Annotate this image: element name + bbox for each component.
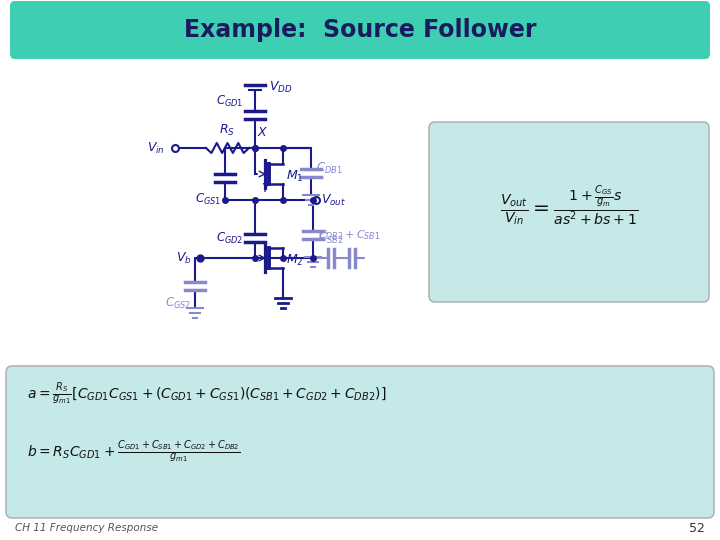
Text: $a = \frac{R_S}{g_{m1}}\left[C_{GD1}C_{GS1}+(C_{GD1}+C_{GS1})(C_{SB1}+C_{GD2}+C_: $a = \frac{R_S}{g_{m1}}\left[C_{GD1}C_{G…	[27, 381, 387, 407]
Text: $V_b$: $V_b$	[176, 251, 192, 266]
Text: $Y$: $Y$	[261, 182, 271, 195]
Text: $V_{DD}$: $V_{DD}$	[269, 79, 292, 94]
FancyBboxPatch shape	[6, 366, 714, 518]
Text: $C_{DB2}+C_{SB1}$: $C_{DB2}+C_{SB1}$	[318, 228, 380, 242]
Text: $b = R_S C_{GD1} + \frac{C_{GD1}+C_{SB1}+C_{GD2}+C_{DB2}}{g_{m1}}$: $b = R_S C_{GD1} + \frac{C_{GD1}+C_{SB1}…	[27, 438, 240, 465]
Text: Example:  Source Follower: Example: Source Follower	[184, 18, 536, 42]
Text: $M_2$: $M_2$	[286, 252, 303, 267]
Text: $C_{GD1}$: $C_{GD1}$	[215, 93, 243, 109]
Text: $C_{SB2}$: $C_{SB2}$	[318, 231, 343, 246]
Text: $X$: $X$	[257, 126, 269, 139]
Text: $C_{GS2}$: $C_{GS2}$	[165, 296, 191, 311]
Text: $V_{out}$: $V_{out}$	[321, 192, 346, 207]
Text: $\frac{V_{out}}{V_{in}} = \frac{1+\frac{C_{GS}}{g_m}s}{as^2+bs+1}$: $\frac{V_{out}}{V_{in}} = \frac{1+\frac{…	[500, 185, 638, 230]
Text: 52: 52	[689, 522, 705, 535]
FancyBboxPatch shape	[10, 1, 710, 59]
Text: $R_S$: $R_S$	[219, 123, 235, 138]
Text: CH 11 Frequency Response: CH 11 Frequency Response	[15, 523, 158, 533]
Text: $C_{DB1}$: $C_{DB1}$	[316, 160, 343, 176]
Text: $C_{GS1}$: $C_{GS1}$	[194, 192, 221, 207]
FancyBboxPatch shape	[429, 122, 709, 302]
Text: $C_{GD2}$: $C_{GD2}$	[216, 231, 243, 246]
Text: $V_{in}$: $V_{in}$	[147, 140, 165, 156]
Text: $M_1$: $M_1$	[286, 168, 304, 184]
